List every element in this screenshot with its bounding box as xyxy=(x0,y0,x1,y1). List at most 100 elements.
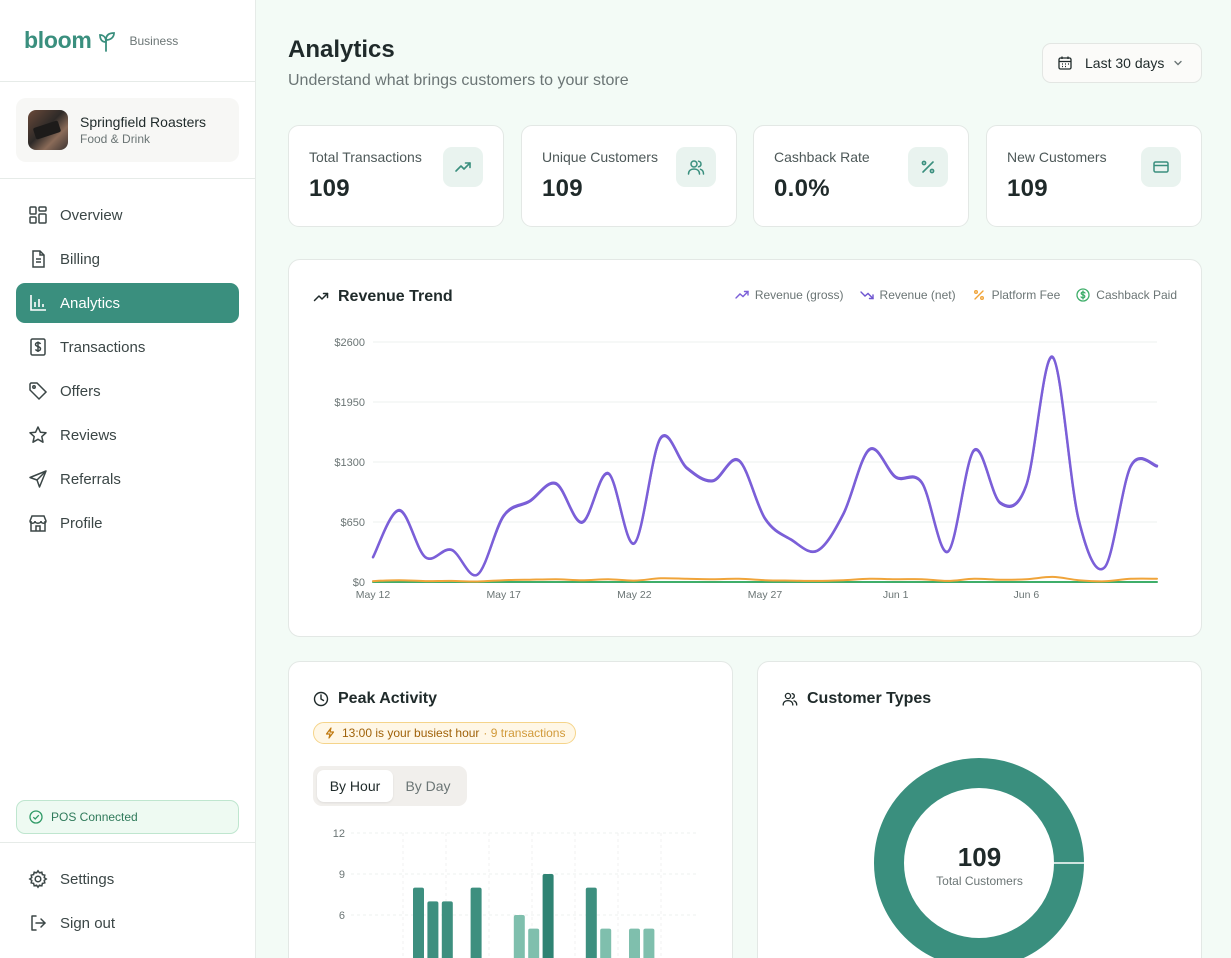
x-tick-label: May 17 xyxy=(486,589,521,601)
brand-logo[interactable]: bloom xyxy=(24,27,92,53)
legend-label: Cashback Paid xyxy=(1096,288,1177,302)
star-icon xyxy=(29,426,47,443)
x-tick-label: May 22 xyxy=(617,589,652,601)
settings-label: Settings xyxy=(60,870,115,888)
busiest-hour-text: 13:00 is your busiest hour xyxy=(342,726,480,740)
nav-item-referrals[interactable]: Referrals xyxy=(16,459,239,499)
x-tick-label: Jun 6 xyxy=(1013,589,1039,601)
main-content: Analytics Understand what brings custome… xyxy=(256,0,1231,958)
y-tick-label: $1950 xyxy=(334,397,365,409)
busiest-hour-badge: 13:00 is your busiest hour · 9 transacti… xyxy=(313,722,577,744)
series-line-revenue-net- xyxy=(372,356,1158,577)
stat-card-unique-customers: Unique Customers 109 xyxy=(521,125,737,227)
tab-by-hour[interactable]: By Hour xyxy=(317,770,393,802)
nav-item-reviews[interactable]: Reviews xyxy=(16,415,239,455)
revenue-title: Revenue Trend xyxy=(338,288,453,305)
stat-label: Total Transactions xyxy=(309,149,422,165)
trending-up-icon xyxy=(455,162,471,172)
check-circle-icon xyxy=(29,810,43,824)
stat-value: 109 xyxy=(1007,175,1048,202)
legend-item-net[interactable]: Revenue (net) xyxy=(859,288,956,302)
panel-title: Revenue Trend xyxy=(313,288,453,306)
nav-item-billing[interactable]: Billing xyxy=(16,239,239,279)
percent-icon xyxy=(973,290,984,300)
store-avatar xyxy=(28,110,68,150)
chevron-down-icon xyxy=(1174,60,1183,66)
signout-label: Sign out xyxy=(60,914,116,932)
page-subtitle: Understand what brings customers to your… xyxy=(288,72,629,89)
nav-label: Transactions xyxy=(60,338,146,356)
series-line-platform-fee xyxy=(372,575,1158,583)
nav-item-offers[interactable]: Offers xyxy=(16,371,239,411)
legend-item-cashback[interactable]: Cashback Paid xyxy=(1076,288,1177,302)
bar-hour-19 xyxy=(585,887,597,958)
chart-legend: Revenue (gross) Revenue (net) Platform F… xyxy=(719,288,1177,302)
revenue-line-chart: $0 $650 $1300 $1950 $2600 May 12 May 17 May 22 M… xyxy=(334,337,1159,601)
store-name: Springfield Roasters xyxy=(80,114,207,130)
nav-label: Analytics xyxy=(60,294,121,312)
settings-link[interactable]: Settings xyxy=(16,859,239,899)
users-icon xyxy=(782,692,798,706)
x-tick-label: Jun 1 xyxy=(883,589,909,601)
bar-hour-9 xyxy=(441,901,453,958)
stat-value: 109 xyxy=(309,175,350,202)
y-tick-label: $650 xyxy=(341,517,365,529)
tag-icon xyxy=(29,382,48,401)
stat-label: Unique Customers xyxy=(542,149,658,165)
logout-icon xyxy=(31,915,46,931)
stat-value: 0.0% xyxy=(774,175,830,202)
percent-icon xyxy=(921,160,935,174)
clock-icon xyxy=(313,691,329,707)
document-icon xyxy=(32,250,45,268)
nav-label: Referrals xyxy=(60,470,121,488)
legend-item-fee[interactable]: Platform Fee xyxy=(972,288,1060,302)
pos-status-badge: POS Connected xyxy=(16,800,239,834)
nav-label: Reviews xyxy=(60,426,117,444)
sidebar-footer: Settings Sign out xyxy=(0,842,255,947)
y-tick-label: 6 xyxy=(339,910,345,922)
legend-item-gross[interactable]: Revenue (gross) xyxy=(735,288,844,302)
stat-icon-bg xyxy=(443,147,483,187)
trending-up-icon xyxy=(735,290,749,299)
peak-activity-panel: Peak Activity 13:00 is your busiest hour… xyxy=(288,661,733,958)
nav-item-analytics[interactable]: Analytics xyxy=(16,283,239,323)
page-title: Analytics xyxy=(288,36,395,63)
main-nav: Overview Billing Analytics Transactions … xyxy=(0,179,255,543)
revenue-trend-panel: Revenue Trend Revenue (gross) Revenue (n… xyxy=(288,259,1202,637)
donut-total: 109 xyxy=(957,842,1002,872)
stat-icon-bg xyxy=(908,147,948,187)
bar-hour-22 xyxy=(629,928,640,958)
lightning-icon xyxy=(325,727,335,739)
peak-view-toggle: By Hour By Day xyxy=(313,766,467,806)
panel-title: Customer Types xyxy=(782,690,931,708)
store-switcher-wrap: Springfield Roasters Food & Drink xyxy=(0,82,255,179)
bar-hour-7 xyxy=(413,887,424,958)
panel-title: Peak Activity xyxy=(313,690,437,708)
stat-icon-bg xyxy=(676,147,716,187)
legend-label: Revenue (net) xyxy=(879,288,956,302)
nav-label: Profile xyxy=(60,514,103,532)
bar-chart-icon xyxy=(30,295,46,311)
peak-title: Peak Activity xyxy=(338,690,438,707)
signout-link[interactable]: Sign out xyxy=(16,903,239,943)
nav-item-transactions[interactable]: Transactions xyxy=(16,327,239,367)
y-tick-label: 12 xyxy=(333,828,345,840)
nav-label: Billing xyxy=(60,250,101,268)
y-tick-label: $1300 xyxy=(334,457,365,469)
pos-status-label: POS Connected xyxy=(51,810,138,824)
nav-item-profile[interactable]: Profile xyxy=(16,503,239,543)
credit-card-icon xyxy=(1153,161,1169,173)
date-range-label: Last 30 days xyxy=(1085,55,1165,71)
tab-by-day[interactable]: By Day xyxy=(405,778,451,794)
nav-label: Overview xyxy=(60,206,123,224)
store-card[interactable]: Springfield Roasters Food & Drink xyxy=(16,98,239,162)
peak-bar-chart: 12 9 6 xyxy=(333,828,699,958)
brand-tag: Business xyxy=(129,33,179,48)
users-icon xyxy=(687,160,705,175)
date-range-select[interactable]: Last 30 days xyxy=(1042,43,1202,83)
series-line-revenue-gross- xyxy=(371,355,1159,577)
nav-item-overview[interactable]: Overview xyxy=(16,195,239,235)
bar-hour-14 xyxy=(513,915,525,958)
bar-hour-23 xyxy=(643,928,655,958)
donut-total-label: Total Customers xyxy=(936,874,1023,888)
